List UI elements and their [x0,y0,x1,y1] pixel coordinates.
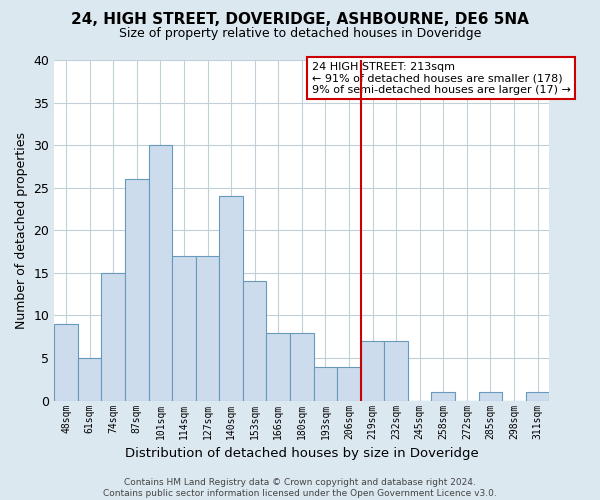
X-axis label: Distribution of detached houses by size in Doveridge: Distribution of detached houses by size … [125,447,479,460]
Bar [479,392,502,400]
Text: 24, HIGH STREET, DOVERIDGE, ASHBOURNE, DE6 5NA: 24, HIGH STREET, DOVERIDGE, ASHBOURNE, D… [71,12,529,28]
Bar [78,358,101,401]
Bar [337,366,361,400]
Bar [125,179,149,400]
Text: Contains HM Land Registry data © Crown copyright and database right 2024.
Contai: Contains HM Land Registry data © Crown c… [103,478,497,498]
Bar [149,145,172,401]
Bar [290,332,314,400]
Text: 24 HIGH STREET: 213sqm
← 91% of detached houses are smaller (178)
9% of semi-det: 24 HIGH STREET: 213sqm ← 91% of detached… [312,62,571,95]
Bar [431,392,455,400]
Bar [314,366,337,400]
Bar [385,341,408,400]
Text: Size of property relative to detached houses in Doveridge: Size of property relative to detached ho… [119,28,481,40]
Bar [361,341,385,400]
Bar [54,324,78,400]
Bar [526,392,550,400]
Bar [220,196,243,400]
Bar [101,273,125,400]
Y-axis label: Number of detached properties: Number of detached properties [15,132,28,329]
Bar [266,332,290,400]
Bar [172,256,196,400]
Bar [196,256,220,400]
Bar [243,282,266,401]
